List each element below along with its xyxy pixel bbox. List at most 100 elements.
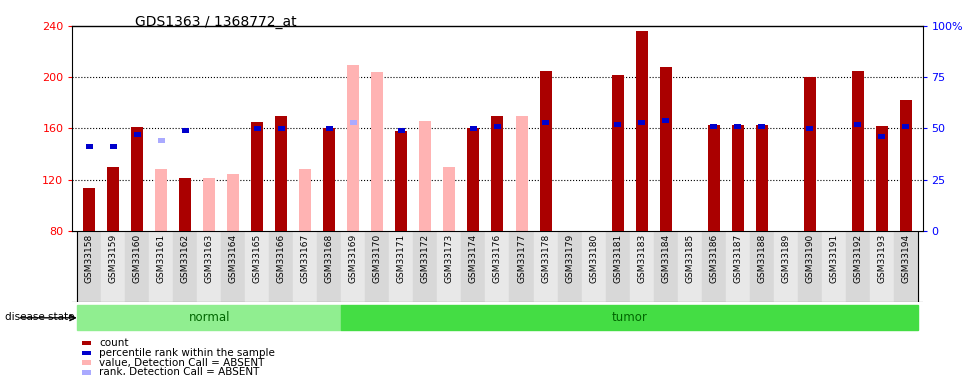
Bar (516, 116, 527, 231)
Bar (876, 126, 888, 231)
Bar (582, 231, 606, 302)
Bar (495, 124, 500, 129)
Bar (660, 67, 671, 231)
Text: GSM33176: GSM33176 (493, 234, 502, 284)
Text: GSM33172: GSM33172 (421, 234, 430, 284)
Bar (294, 231, 318, 302)
Text: GSM33167: GSM33167 (300, 234, 310, 284)
Bar (270, 231, 294, 302)
Bar (758, 124, 765, 129)
Bar (470, 126, 477, 131)
Text: GSM33177: GSM33177 (517, 234, 526, 284)
Bar (126, 231, 150, 302)
Text: GSM33171: GSM33171 (397, 234, 406, 284)
Text: value, Detection Call = ABSENT: value, Detection Call = ABSENT (99, 358, 265, 368)
Text: GSM33191: GSM33191 (829, 234, 838, 284)
Text: GSM33185: GSM33185 (685, 234, 695, 284)
Bar (197, 231, 221, 302)
Bar (419, 121, 432, 231)
Bar (845, 231, 869, 302)
Bar (731, 124, 744, 231)
Text: GSM33161: GSM33161 (156, 234, 166, 284)
Bar (203, 178, 215, 231)
Bar (180, 178, 191, 231)
Bar (254, 126, 261, 131)
Bar (327, 126, 332, 131)
Bar (540, 71, 552, 231)
Text: GSM33169: GSM33169 (349, 234, 358, 284)
Bar (318, 231, 341, 302)
Bar (636, 32, 647, 231)
Bar (101, 231, 126, 302)
Text: GSM33179: GSM33179 (565, 234, 574, 284)
Bar (157, 138, 164, 143)
Bar (899, 100, 912, 231)
Bar (654, 231, 677, 302)
Text: GSM33168: GSM33168 (325, 234, 334, 284)
Bar (725, 231, 750, 302)
Bar (371, 72, 384, 231)
Bar (398, 128, 405, 133)
Text: GSM33166: GSM33166 (277, 234, 286, 284)
Text: GSM33164: GSM33164 (229, 234, 238, 284)
Bar (486, 231, 509, 302)
Bar (221, 231, 245, 302)
Bar (77, 231, 101, 302)
Bar (807, 126, 813, 131)
Text: GSM33180: GSM33180 (589, 234, 598, 284)
Text: tumor: tumor (611, 311, 647, 324)
Bar (134, 132, 141, 137)
Bar (677, 231, 701, 302)
Bar (468, 128, 479, 231)
Bar (324, 128, 335, 231)
Bar (395, 131, 408, 231)
Bar (606, 231, 630, 302)
Text: GSM33174: GSM33174 (469, 234, 478, 284)
Bar (107, 167, 119, 231)
Text: disease state: disease state (5, 312, 74, 322)
Bar (348, 64, 359, 231)
Text: GSM33190: GSM33190 (806, 234, 814, 284)
Bar (278, 126, 285, 131)
Bar (275, 116, 287, 231)
Text: GSM33178: GSM33178 (541, 234, 550, 284)
Bar (150, 231, 173, 302)
Bar (750, 231, 774, 302)
Bar (341, 305, 918, 330)
Text: GSM33181: GSM33181 (613, 234, 622, 284)
Bar (557, 231, 582, 302)
Bar (774, 231, 798, 302)
Bar (365, 231, 389, 302)
Bar (734, 124, 741, 129)
Text: GSM33187: GSM33187 (733, 234, 742, 284)
Bar (77, 305, 341, 330)
Bar (542, 120, 549, 125)
Bar (804, 77, 815, 231)
Bar (156, 170, 167, 231)
Bar (614, 122, 621, 127)
Text: GSM33184: GSM33184 (661, 234, 670, 284)
Text: GSM33162: GSM33162 (181, 234, 189, 284)
Bar (798, 231, 822, 302)
Text: GSM33194: GSM33194 (901, 234, 910, 284)
Text: GSM33188: GSM33188 (757, 234, 766, 284)
Text: GSM33158: GSM33158 (85, 234, 94, 284)
Bar (173, 231, 197, 302)
Bar (852, 71, 864, 231)
Bar (533, 231, 557, 302)
Bar (245, 231, 270, 302)
Bar (854, 122, 861, 127)
Bar (182, 128, 188, 133)
Text: percentile rank within the sample: percentile rank within the sample (99, 348, 275, 358)
Bar (341, 231, 365, 302)
Bar (509, 231, 533, 302)
Text: GSM33183: GSM33183 (637, 234, 646, 284)
Text: normal: normal (188, 311, 230, 324)
Bar (86, 144, 93, 149)
Text: GSM33159: GSM33159 (109, 234, 118, 284)
Bar (902, 124, 909, 129)
Bar (630, 231, 654, 302)
Bar (251, 122, 264, 231)
Text: GSM33193: GSM33193 (877, 234, 886, 284)
Bar (227, 174, 240, 231)
